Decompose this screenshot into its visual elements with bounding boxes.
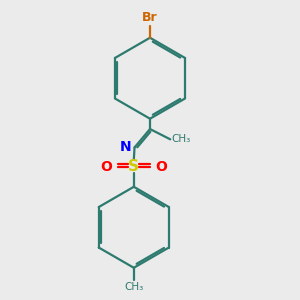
Text: N: N (120, 140, 131, 154)
Text: CH₃: CH₃ (172, 134, 191, 144)
Text: Br: Br (142, 11, 158, 24)
Text: O: O (100, 160, 112, 174)
Text: S: S (128, 159, 139, 174)
Text: CH₃: CH₃ (124, 282, 143, 292)
Text: O: O (155, 160, 167, 174)
